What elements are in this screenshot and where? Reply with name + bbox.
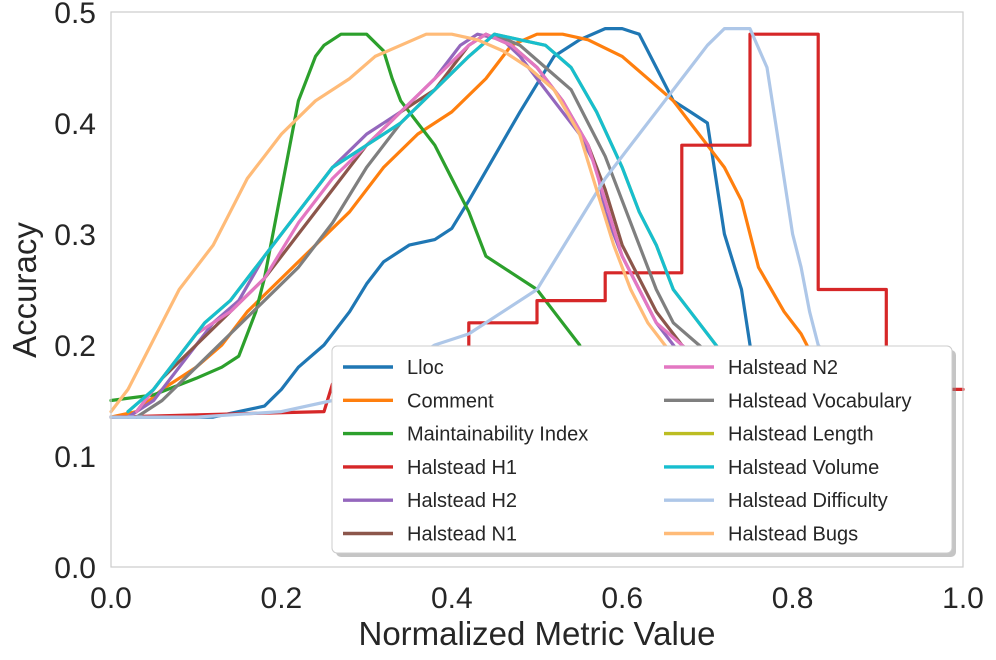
ticks-layer: 0.0 0.2 0.4 0.6 0.8 1.0 0.0 0.1 0.2 0.3 0.4 0.5 [54, 0, 984, 615]
legend-box [331, 345, 953, 554]
legend-label-comment: Comment [407, 390, 494, 412]
y-tick-label: 0.5 [54, 0, 96, 30]
x-tick-label: 0.8 [772, 582, 814, 615]
legend-label-halstead-h2: Halstead H2 [407, 490, 517, 512]
legend-label-halstead-bugs: Halstead Bugs [728, 524, 858, 546]
legend-label-halstead-n1: Halstead N1 [407, 524, 517, 546]
plot-frame [110, 11, 964, 568]
y-tick-label: 0.2 [54, 330, 96, 363]
series-line-halstead-bugs [109, 32, 684, 414]
legend-label-halstead-vocabulary: Halstead Vocabulary [728, 390, 911, 412]
legend-label-maintainability-index: Maintainability Index [407, 424, 588, 446]
y-axis-title: Accuracy [6, 222, 43, 358]
x-axis-title: Normalized Metric Value [358, 615, 715, 652]
legend-label-halstead-volume: Halstead Volume [728, 457, 879, 479]
y-tick-label: 0.3 [54, 219, 96, 252]
legend-label-halstead-length: Halstead Length [728, 424, 874, 446]
legend-label-halstead-difficulty: Halstead Difficulty [728, 490, 888, 512]
series-line-maintainability-index [109, 32, 590, 403]
legend-label-halstead-n2: Halstead N2 [728, 357, 838, 379]
x-tick-label: 0.2 [261, 582, 303, 615]
legend-label-lloc: Lloc [407, 357, 444, 379]
x-tick-label: 1.0 [942, 582, 984, 615]
legend-label-halstead-h1: Halstead H1 [407, 457, 517, 479]
x-tick-label: 0.0 [90, 582, 132, 615]
y-tick-label: 0.1 [54, 441, 96, 474]
x-tick-label: 0.4 [431, 582, 473, 615]
y-tick-label: 0.4 [54, 108, 96, 141]
series-line-halstead-volume [126, 32, 744, 414]
y-tick-label: 0.0 [54, 552, 96, 585]
series-line-lloc [109, 27, 761, 419]
x-tick-label: 0.6 [601, 582, 643, 615]
legend: Lloc Comment Maintainability Index Halstead… [331, 345, 956, 557]
